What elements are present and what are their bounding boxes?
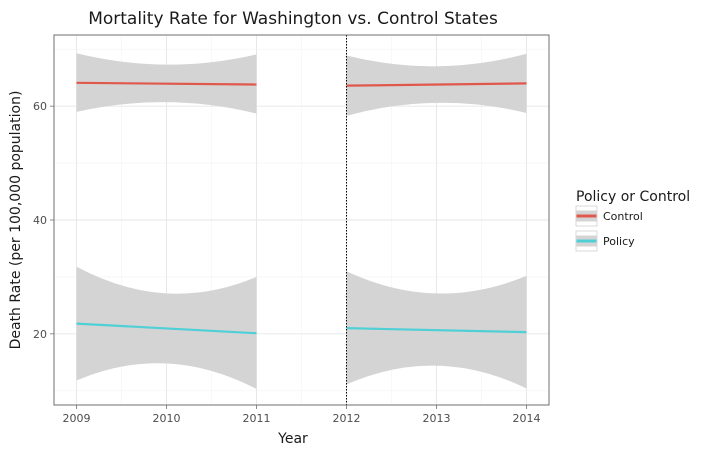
plot-area: 2009 2010 2011 2012 2013 2014 20 40 60 [33,34,550,425]
x-tick-label: 2009 [63,412,91,425]
x-tick-label: 2012 [333,412,361,425]
x-axis-label: Year [277,431,308,447]
chart-title: Mortality Rate for Washington vs. Contro… [88,9,498,29]
y-axis-label: Death Rate (per 100,000 population) [8,91,24,350]
legend-label-policy: Policy [603,235,635,248]
x-tick-label: 2010 [153,412,181,425]
x-tick-label: 2011 [243,412,271,425]
legend-label-control: Control [603,210,643,223]
series-line-policy [346,327,527,334]
x-tick-label: 2014 [513,412,541,425]
y-tick-label: 40 [33,214,47,227]
y-tick-label: 60 [33,100,47,113]
series-line-policy [76,322,257,335]
series-line-control [76,81,257,86]
legend-title: Policy or Control [576,189,690,205]
x-tick-label: 2013 [423,412,451,425]
series-line-control [346,82,527,87]
legend: Control Policy [575,205,643,252]
y-tick-label: 20 [33,328,47,341]
